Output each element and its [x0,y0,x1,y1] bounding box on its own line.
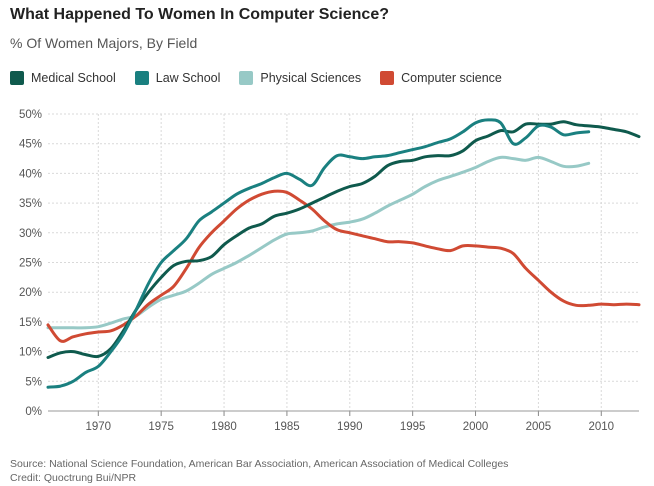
series-line-computer-science [46,189,641,343]
y-tick-label: 45% [19,139,42,151]
legend-swatch [10,71,24,85]
legend-swatch [134,71,149,85]
y-tick-label: 10% [19,347,42,359]
chart-subtitle: % Of Women Majors, By Field [10,35,198,51]
y-tick-label: 30% [19,228,42,240]
legend-label: Medical School [31,71,116,85]
legend-item-computer-science: Computer science [380,71,502,85]
legend-item-medical-school: Medical School [10,71,116,85]
series-lines [46,118,641,389]
footer: Source: National Science Foundation, Ame… [10,457,508,485]
x-tick-label: 1975 [148,421,174,433]
legend-swatch [380,71,395,85]
credit-text: Credit: Quoctrung Bui/NPR [10,472,137,484]
y-tick-label: 15% [19,317,42,329]
chart-title: What Happened To Women In Computer Scien… [10,6,389,23]
x-tick-label: 2005 [526,421,552,433]
legend-label: Physical Sciences [260,71,362,85]
y-tick-label: 5% [25,376,42,388]
y-tick-label: 35% [19,198,42,210]
series-line-physical-sciences [46,155,591,330]
source-text: Source: National Science Foundation, Ame… [10,458,509,470]
legend-item-physical-sciences: Physical Sciences [239,71,361,85]
x-tick-label: 1990 [337,421,363,433]
x-tick-label: 2000 [463,421,489,433]
legend-label: Computer science [401,71,502,85]
y-tick-label: 0% [25,406,42,418]
x-tick-label: 2010 [588,421,614,433]
x-tick-label: 1995 [400,421,426,433]
x-tick-label: 1970 [86,421,112,433]
legend-label: Law School [155,71,221,85]
y-tick-label: 50% [19,109,42,121]
legend-swatch [239,71,254,85]
legend: Medical School Law School Physical Scien… [10,71,521,85]
legend-item-law-school: Law School [134,71,221,85]
y-tick-label: 20% [19,287,42,299]
y-tick-label: 40% [19,168,42,180]
grid [48,113,639,411]
y-tick-label: 25% [19,258,42,270]
x-tick-label: 1985 [274,421,300,433]
x-tick-label: 1980 [211,421,237,433]
series-line-law-school [46,118,591,389]
axes: 0% 5% 10% 15% 20% 25% 30% 35% 40% 45% 50% 1970 1975 1… [19,109,639,433]
